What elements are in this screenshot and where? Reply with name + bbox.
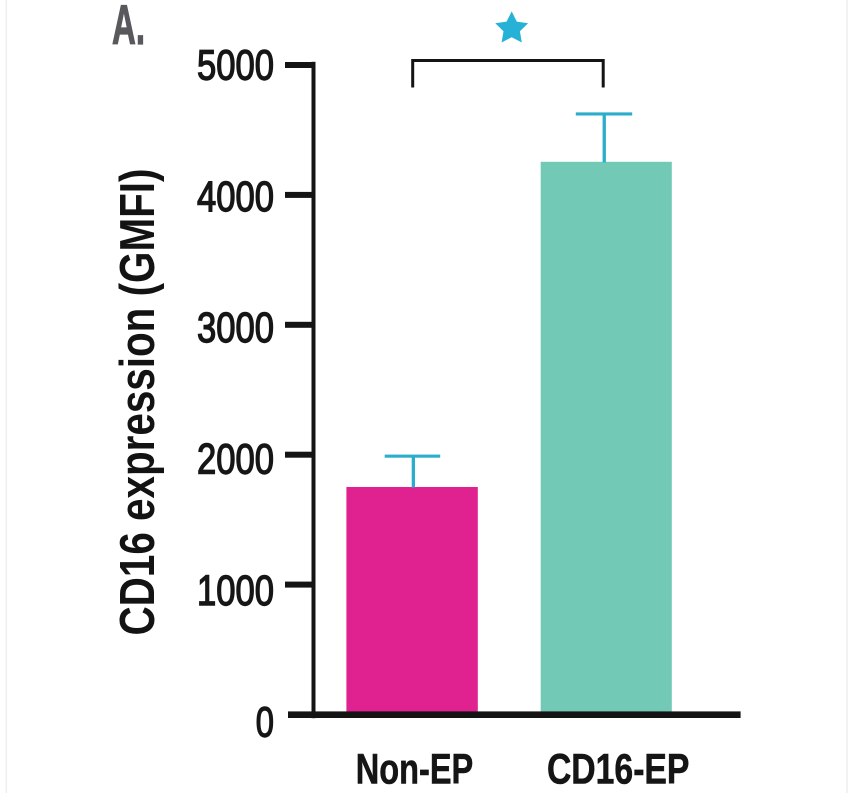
svg-text:CD16 expression (GMFI): CD16 expression (GMFI) [110,169,165,636]
svg-text:2000: 2000 [197,436,274,484]
svg-text:Non-EP: Non-EP [356,746,474,793]
svg-text:CD16-EP: CD16-EP [547,746,690,793]
svg-text:1000: 1000 [197,567,274,615]
svg-text:A.: A. [112,0,145,56]
svg-text:5000: 5000 [197,42,274,90]
svg-text:4000: 4000 [197,173,274,221]
svg-text:0: 0 [256,698,274,746]
svg-text:3000: 3000 [197,304,274,352]
